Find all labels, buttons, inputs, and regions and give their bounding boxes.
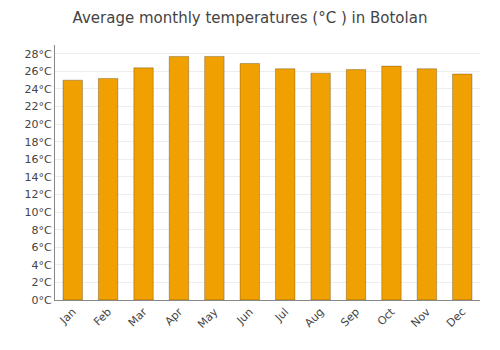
svg-text:Jul: Jul bbox=[272, 306, 291, 325]
svg-text:Apr: Apr bbox=[162, 305, 185, 328]
svg-text:20°C: 20°C bbox=[25, 118, 52, 131]
svg-text:Oct: Oct bbox=[375, 305, 398, 328]
svg-text:2°C: 2°C bbox=[32, 276, 52, 289]
svg-text:26°C: 26°C bbox=[25, 65, 52, 78]
svg-text:18°C: 18°C bbox=[25, 136, 52, 149]
svg-text:Jan: Jan bbox=[57, 306, 79, 328]
svg-text:14°C: 14°C bbox=[25, 171, 52, 184]
svg-text:24°C: 24°C bbox=[25, 83, 52, 96]
svg-text:16°C: 16°C bbox=[25, 153, 52, 166]
svg-text:Mar: Mar bbox=[126, 305, 150, 329]
svg-text:12°C: 12°C bbox=[25, 188, 52, 201]
svg-text:10°C: 10°C bbox=[25, 206, 52, 219]
svg-text:Dec: Dec bbox=[444, 306, 468, 330]
svg-text:0°C: 0°C bbox=[32, 294, 52, 307]
svg-text:28°C: 28°C bbox=[25, 48, 52, 61]
svg-text:4°C: 4°C bbox=[32, 259, 52, 272]
svg-text:Average monthly temperatures (: Average monthly temperatures (°C ) in Bo… bbox=[73, 9, 428, 27]
svg-text:6°C: 6°C bbox=[32, 241, 52, 254]
svg-text:Feb: Feb bbox=[91, 306, 114, 329]
svg-text:May: May bbox=[195, 305, 221, 331]
svg-text:22°C: 22°C bbox=[25, 100, 52, 113]
svg-text:Nov: Nov bbox=[409, 305, 434, 330]
svg-text:Aug: Aug bbox=[302, 306, 326, 330]
svg-text:Jun: Jun bbox=[234, 305, 256, 327]
svg-text:Sep: Sep bbox=[338, 306, 362, 330]
svg-text:8°C: 8°C bbox=[32, 224, 52, 237]
